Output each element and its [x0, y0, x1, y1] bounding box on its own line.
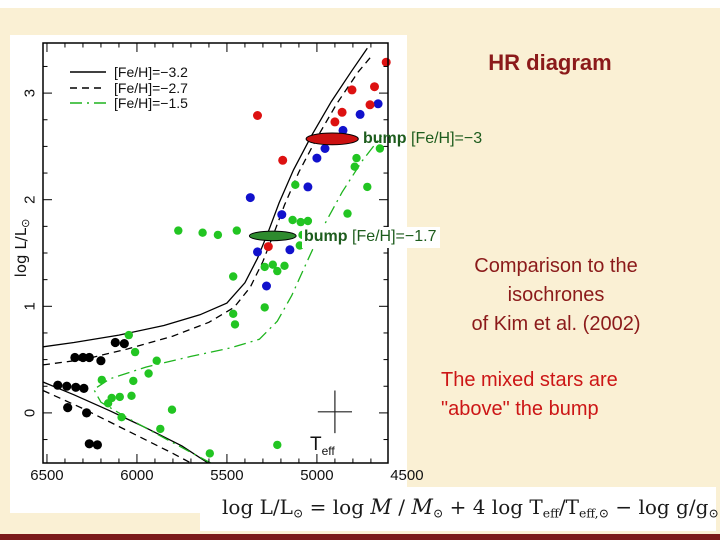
- bump-ellipses: [248, 132, 359, 242]
- slide-top-margin: [0, 0, 720, 8]
- formula-segment: M: [370, 495, 392, 519]
- mixed-stars-text: The mixed stars are "above" the bump: [441, 366, 701, 424]
- formula-segment: log L/L: [222, 495, 293, 519]
- formula-segment: /: [391, 495, 412, 519]
- mixed-line-2: "above" the bump: [441, 398, 599, 420]
- formula-segment: eff,⊙: [578, 505, 609, 521]
- teff-sub: eff: [321, 443, 335, 458]
- comparison-text: Comparison to the isochrones of Kim et a…: [420, 252, 692, 339]
- error-cross: [317, 390, 353, 434]
- bump-label-feh-1-7: bump [Fe/H]=−1.7: [302, 227, 441, 248]
- formula-segment: + 4 log T: [443, 495, 543, 519]
- slide-bottom-border: [0, 534, 720, 540]
- scatter-points: [53, 57, 391, 458]
- formula-background: [200, 487, 716, 531]
- isochrone-curves: [43, 47, 383, 464]
- formula-segment: = log: [303, 495, 371, 519]
- svg-text:5500: 5500: [210, 467, 243, 484]
- page-title: HR diagram: [488, 50, 612, 75]
- svg-text:2: 2: [22, 196, 39, 204]
- teff-main: T: [310, 434, 322, 455]
- bump2-rest: [Fe/H]=−1.7: [347, 228, 437, 245]
- x-axis-label: Teff: [310, 434, 335, 458]
- luminosity-formula: log L/L⊙ = log M / M⊙ + 4 log Teff/Teff,…: [222, 495, 719, 521]
- formula-segment: − log g/g: [608, 495, 709, 519]
- comparison-line-3: of Kim et al. (2002): [471, 313, 641, 335]
- legend: [Fe/H]=−3.2[Fe/H]=−2.7[Fe/H]=−1.5: [70, 64, 188, 111]
- mixed-line-1: The mixed stars are: [441, 369, 618, 391]
- svg-text:3: 3: [22, 89, 39, 97]
- svg-text:0: 0: [21, 409, 38, 417]
- svg-text:[Fe/H]=−3.2: [Fe/H]=−3.2: [114, 64, 188, 80]
- bump-label-feh-3: bump [Fe/H]=−3: [363, 130, 482, 148]
- svg-text:6500: 6500: [30, 467, 63, 484]
- tick-labels: 6500 6000 5500 5000 4500 0 1 2 3: [21, 89, 423, 484]
- svg-text:6000: 6000: [120, 467, 153, 484]
- formula-segment: /T: [558, 495, 579, 519]
- bump2-bold: bump: [304, 228, 348, 245]
- comparison-line-1: Comparison to the: [474, 255, 638, 277]
- svg-text:1: 1: [21, 302, 38, 310]
- formula-segment: M: [411, 495, 433, 519]
- formula-segment: ⊙: [292, 505, 304, 521]
- formula-segment: ⊙: [708, 505, 719, 521]
- comparison-line-2: isochrones: [507, 284, 605, 306]
- formula-segment: eff: [542, 505, 559, 521]
- formula-segment: ⊙: [432, 505, 444, 521]
- y-axis-label: log L/L⊙: [12, 219, 32, 278]
- bump1-bold: bump: [363, 130, 407, 147]
- svg-text:[Fe/H]=−2.7: [Fe/H]=−2.7: [114, 80, 188, 96]
- svg-text:4500: 4500: [390, 467, 423, 484]
- axes-frame-and-ticks: [42, 42, 389, 464]
- svg-text:[Fe/H]=−1.5: [Fe/H]=−1.5: [114, 95, 188, 111]
- svg-text:5000: 5000: [300, 467, 333, 484]
- bump1-rest: [Fe/H]=−3: [406, 130, 483, 147]
